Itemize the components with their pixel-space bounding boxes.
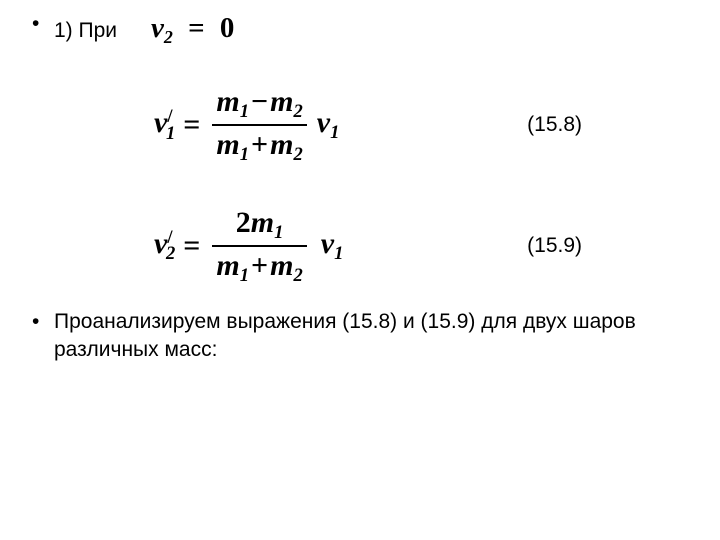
slide-root: 1) При v2 = 0 v/1 = m1−m2 bbox=[0, 0, 720, 540]
sym-v-sub: 2 bbox=[164, 27, 173, 47]
sym-eq: = bbox=[183, 108, 200, 142]
fraction-bar bbox=[212, 245, 306, 247]
sym-op: + bbox=[251, 128, 268, 161]
equation-row-15-8: v/1 = m1−m2 m1+m2 v1 (15.8) bbox=[28, 85, 692, 166]
numerator: 2m1 bbox=[232, 206, 288, 243]
equation-label-15-9: (15.9) bbox=[527, 234, 582, 258]
equation-row-15-9: v/2 = 2m1 m1+m2 v1 (15.9) bbox=[28, 206, 692, 287]
bullet-1-prefix: 1) При bbox=[54, 17, 117, 44]
sym-zero: 0 bbox=[220, 12, 235, 44]
sym-op: + bbox=[251, 249, 268, 282]
sym-sub: 1 bbox=[334, 243, 343, 264]
rhs: v1 bbox=[317, 106, 340, 144]
sym-m: m bbox=[270, 85, 293, 118]
inline-equation-v2-zero: v2 = 0 bbox=[151, 10, 234, 49]
bullet-1-line: 1) При v2 = 0 bbox=[54, 10, 692, 49]
sym-sub: 1 bbox=[274, 222, 283, 243]
sym-sub: 2 bbox=[294, 144, 303, 165]
bullet-list-2: Проанализируем выражения (15.8) и (15.9)… bbox=[28, 308, 692, 363]
bullet-2: Проанализируем выражения (15.8) и (15.9)… bbox=[28, 308, 692, 363]
rhs: v1 bbox=[321, 227, 344, 265]
fraction-bar bbox=[212, 124, 306, 126]
bullet-1: 1) При v2 = 0 bbox=[28, 10, 692, 49]
denominator: m1+m2 bbox=[212, 128, 306, 165]
equation-15-8: v/1 = m1−m2 m1+m2 v1 bbox=[154, 85, 339, 166]
numerator: m1−m2 bbox=[212, 85, 306, 122]
sym-sub: 2 bbox=[294, 101, 303, 122]
sym-v: v bbox=[317, 106, 330, 139]
equation-label-area: (15.8) bbox=[339, 113, 692, 137]
sym-m: m bbox=[251, 206, 274, 239]
fraction: 2m1 m1+m2 bbox=[212, 206, 306, 287]
sym-sub: 2 bbox=[294, 265, 303, 286]
lhs: v/2 bbox=[154, 227, 175, 265]
sym-v: v bbox=[151, 12, 164, 44]
sym-sub: 1 bbox=[240, 144, 249, 165]
sym-eq: = bbox=[188, 12, 205, 44]
sym-m: m bbox=[270, 249, 293, 282]
fraction: m1−m2 m1+m2 bbox=[212, 85, 306, 166]
lhs: v/1 bbox=[154, 106, 175, 144]
sym-two: 2 bbox=[236, 206, 251, 239]
sym-sub: 2 bbox=[166, 243, 175, 264]
sym-v: v bbox=[321, 227, 334, 260]
sym-m: m bbox=[216, 128, 239, 161]
sym-op: − bbox=[251, 85, 268, 118]
sym-sub: 1 bbox=[330, 122, 339, 143]
equation-label-area: (15.9) bbox=[343, 234, 692, 258]
equation-label-15-8: (15.8) bbox=[527, 113, 582, 137]
sym-eq: = bbox=[183, 229, 200, 263]
equation-15-9: v/2 = 2m1 m1+m2 v1 bbox=[154, 206, 343, 287]
sym-sub: 1 bbox=[166, 123, 175, 144]
denominator: m1+m2 bbox=[212, 249, 306, 286]
bullet-list: 1) При v2 = 0 bbox=[28, 10, 692, 49]
sym-m: m bbox=[216, 249, 239, 282]
sym-m: m bbox=[270, 128, 293, 161]
bullet-2-text: Проанализируем выражения (15.8) и (15.9)… bbox=[54, 310, 636, 360]
sym-sub: 1 bbox=[240, 265, 249, 286]
sym-sub: 1 bbox=[240, 101, 249, 122]
sym-m: m bbox=[216, 85, 239, 118]
